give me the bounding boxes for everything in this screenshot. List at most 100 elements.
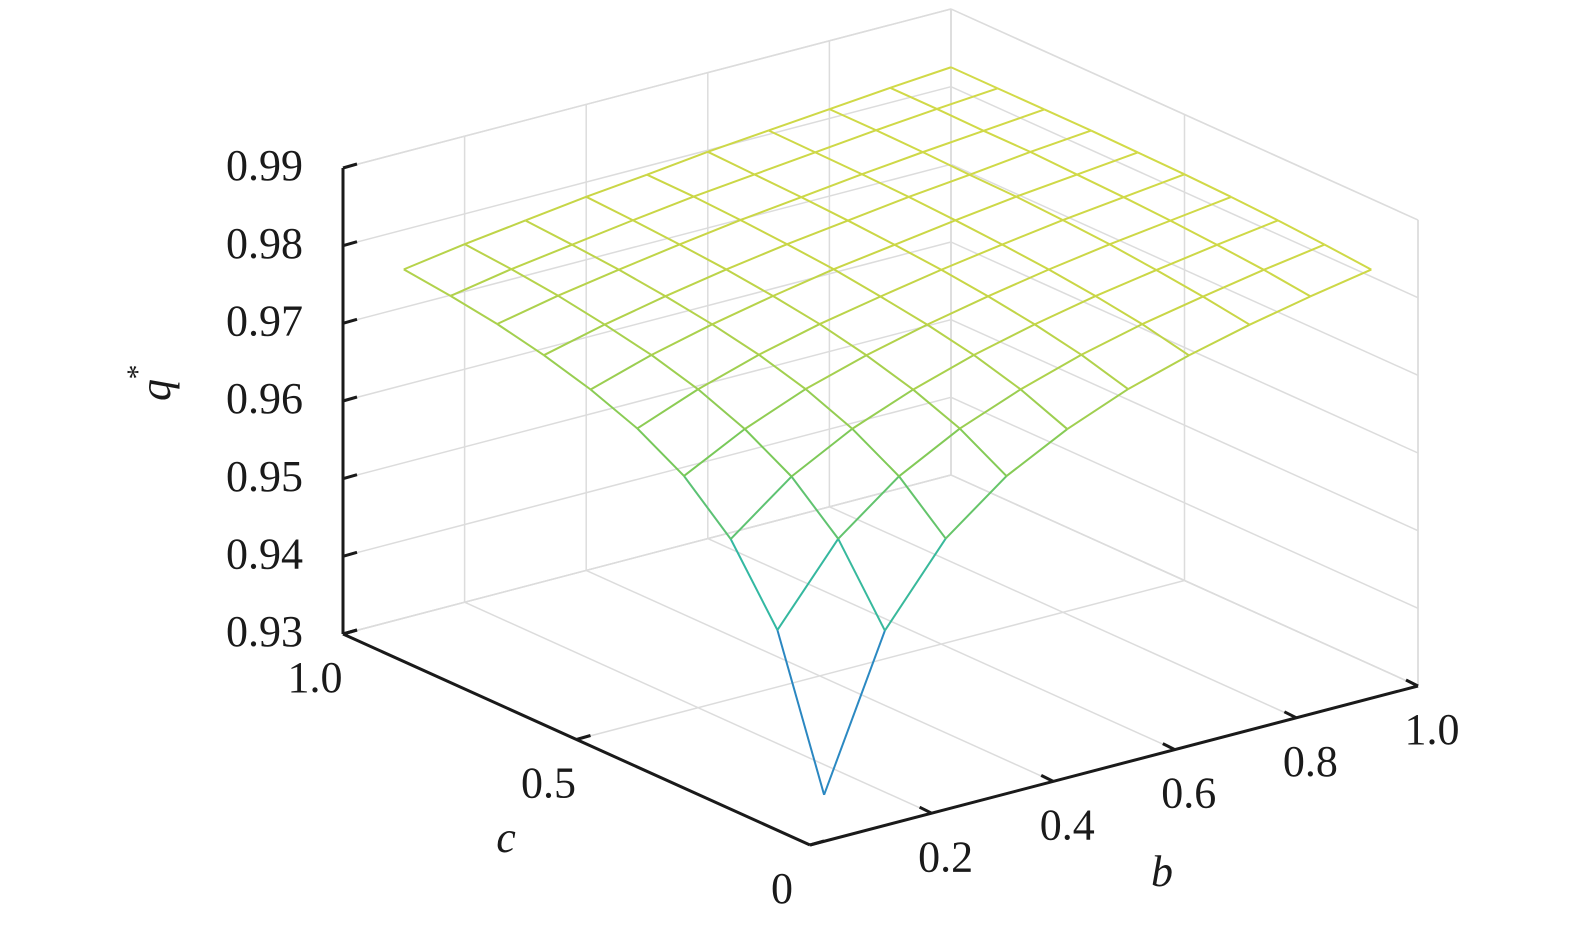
mesh-line — [1263, 268, 1311, 298]
mesh-line — [875, 107, 938, 132]
mesh-line — [936, 108, 985, 132]
mesh-line — [464, 243, 512, 271]
mesh-line — [1230, 196, 1279, 222]
mesh-line — [683, 475, 732, 540]
y-tick-label: 0.5 — [521, 759, 576, 808]
mesh-line — [1137, 151, 1185, 176]
mesh-line — [1188, 323, 1251, 357]
mesh-line — [543, 354, 592, 391]
mesh-line — [912, 354, 975, 391]
y-axis-label: c — [496, 813, 516, 862]
mesh-line — [1249, 295, 1311, 326]
mesh-line — [912, 388, 961, 430]
mesh-line — [1109, 219, 1171, 246]
mesh-line — [1029, 150, 1078, 176]
mesh-line — [1020, 353, 1082, 391]
mesh-line — [1001, 243, 1050, 271]
mesh-line — [861, 173, 910, 198]
x-tick-label: 0.4 — [1040, 800, 1095, 849]
mesh-line — [589, 388, 638, 430]
mesh-line — [1202, 268, 1265, 298]
y-tick — [342, 628, 358, 636]
mesh-line — [819, 295, 881, 325]
mesh-line — [1080, 353, 1129, 390]
mesh-line — [969, 173, 1017, 198]
mesh-line — [1043, 108, 1092, 132]
mesh-line — [973, 354, 1022, 391]
mesh-line — [786, 243, 835, 271]
axes-box — [341, 8, 1419, 847]
mesh-line — [1048, 243, 1110, 271]
mesh-line — [744, 388, 807, 430]
mesh-line — [875, 129, 924, 154]
mesh-line — [1090, 129, 1139, 154]
mesh-line — [496, 294, 559, 325]
z-tick — [342, 240, 358, 248]
mesh-line — [557, 294, 606, 326]
mesh-line — [1076, 151, 1139, 176]
mesh-line — [772, 295, 821, 325]
y-tick-label: 0 — [771, 864, 793, 913]
mesh-line — [1155, 243, 1218, 271]
z-axis-label: q* — [121, 365, 180, 402]
mesh-line — [664, 295, 713, 326]
mesh-line — [510, 243, 573, 271]
mesh-line — [833, 268, 882, 298]
x-tick-label: 0.8 — [1283, 737, 1338, 786]
z-tick — [342, 162, 358, 170]
z-tick-label: 0.93 — [226, 607, 303, 656]
mesh-line — [1015, 195, 1064, 221]
mesh-line — [1277, 219, 1326, 246]
x-axis — [809, 684, 1419, 847]
z-tick-label: 0.96 — [226, 374, 303, 423]
mesh-line — [1062, 219, 1111, 246]
mesh-line — [865, 354, 914, 391]
mesh-line — [1029, 129, 1092, 153]
mesh-line — [847, 195, 910, 222]
mesh-line — [954, 219, 1003, 246]
mesh-line — [758, 323, 821, 356]
grid-line — [342, 163, 952, 325]
mesh-line — [679, 243, 727, 271]
mesh-line — [1155, 269, 1204, 298]
mesh-line — [922, 151, 970, 176]
mesh-line — [1001, 219, 1064, 246]
mesh-line — [955, 195, 1017, 222]
mesh-line — [865, 323, 928, 357]
mesh-line — [646, 173, 695, 198]
mesh-line — [711, 295, 774, 326]
grid-line — [576, 579, 1185, 741]
mesh-line — [693, 173, 755, 198]
mesh-line — [636, 427, 685, 477]
mesh-line — [851, 388, 914, 430]
mesh-line — [1141, 295, 1204, 326]
mesh-line — [776, 538, 840, 631]
mesh-line — [683, 428, 746, 477]
z-tick — [342, 550, 358, 558]
mesh-line — [693, 195, 741, 221]
mesh-line — [823, 630, 886, 796]
mesh-line — [987, 295, 1036, 326]
x-tick-label: 0.2 — [918, 832, 973, 881]
mesh-line — [496, 323, 545, 357]
x-axis-label: b — [1151, 847, 1173, 896]
mesh-line — [819, 323, 867, 357]
mesh-line — [1170, 196, 1232, 222]
mesh-line — [1324, 243, 1372, 271]
mesh-line — [464, 219, 526, 246]
mesh-line — [618, 268, 666, 298]
grid-line — [950, 474, 1419, 687]
mesh-line — [403, 268, 451, 297]
mesh-line — [768, 108, 830, 132]
x-tick — [1283, 710, 1298, 720]
mesh-line — [776, 629, 826, 796]
mesh-line — [1123, 173, 1185, 199]
mesh-line — [894, 243, 942, 271]
mesh-line — [711, 323, 760, 356]
mesh-line — [450, 268, 512, 297]
mesh-line — [604, 323, 652, 356]
mesh-line — [1005, 428, 1068, 477]
mesh-line — [571, 243, 620, 271]
mesh-line — [525, 195, 587, 222]
mesh-line — [449, 295, 498, 325]
